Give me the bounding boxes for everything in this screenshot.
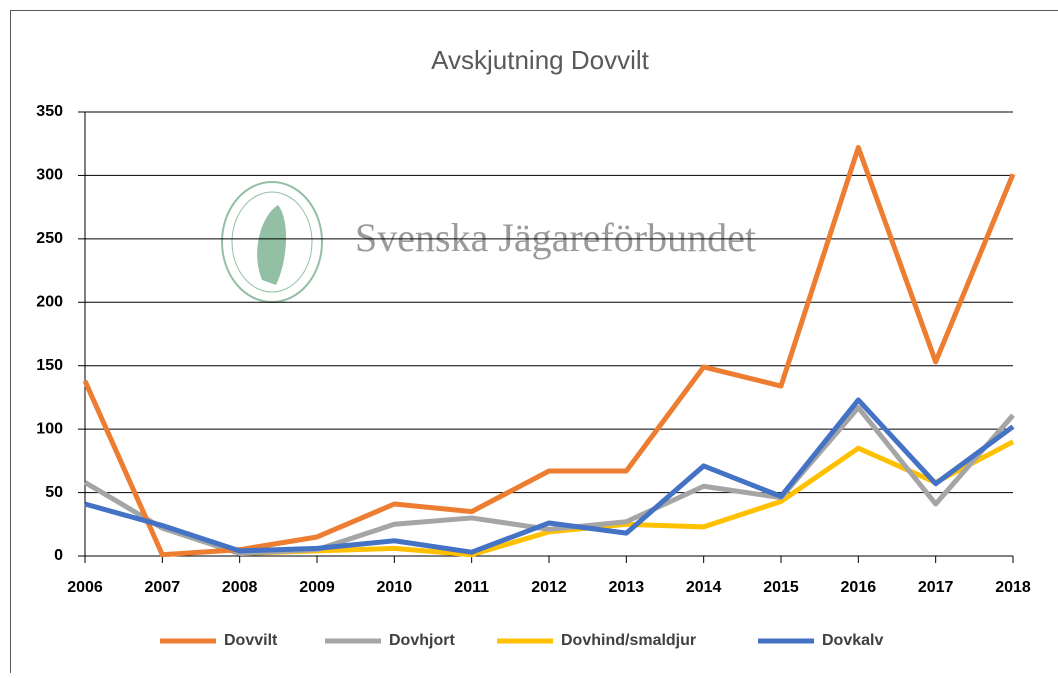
watermark: Svenska Jägareförbundet <box>355 215 756 260</box>
y-tick-label: 300 <box>36 167 63 184</box>
legend-label: Dovkalv <box>822 632 883 649</box>
x-tick-label: 2013 <box>609 579 645 596</box>
y-tick-label: 200 <box>36 294 63 311</box>
legend-label: Dovhjort <box>389 632 455 649</box>
y-tick-label: 50 <box>45 484 63 501</box>
y-tick-label: 150 <box>36 357 63 374</box>
legend-label: Dovhind/smaldjur <box>561 632 696 649</box>
x-tick-label: 2007 <box>145 579 181 596</box>
x-tick-label: 2017 <box>918 579 954 596</box>
x-tick-label: 2011 <box>454 579 489 596</box>
x-tick-label: 2015 <box>763 579 799 596</box>
x-tick-label: 2012 <box>531 579 567 596</box>
x-tick-label: 2010 <box>377 579 413 596</box>
x-tick-label: 2016 <box>841 579 877 596</box>
x-tick-label: 2018 <box>995 579 1031 596</box>
y-tick-label: 350 <box>36 103 63 120</box>
x-tick-label: 2014 <box>686 579 722 596</box>
x-tick-label: 2008 <box>222 579 258 596</box>
y-tick-label: 250 <box>36 230 63 247</box>
chart-frame <box>11 11 1058 674</box>
y-tick-label: 100 <box>36 420 63 437</box>
y-tick-label: 0 <box>54 547 63 564</box>
x-tick-label: 2006 <box>67 579 103 596</box>
legend-label: Dovvilt <box>224 632 278 649</box>
chart-title: Avskjutning Dovvilt <box>431 45 650 75</box>
x-tick-label: 2009 <box>299 579 335 596</box>
